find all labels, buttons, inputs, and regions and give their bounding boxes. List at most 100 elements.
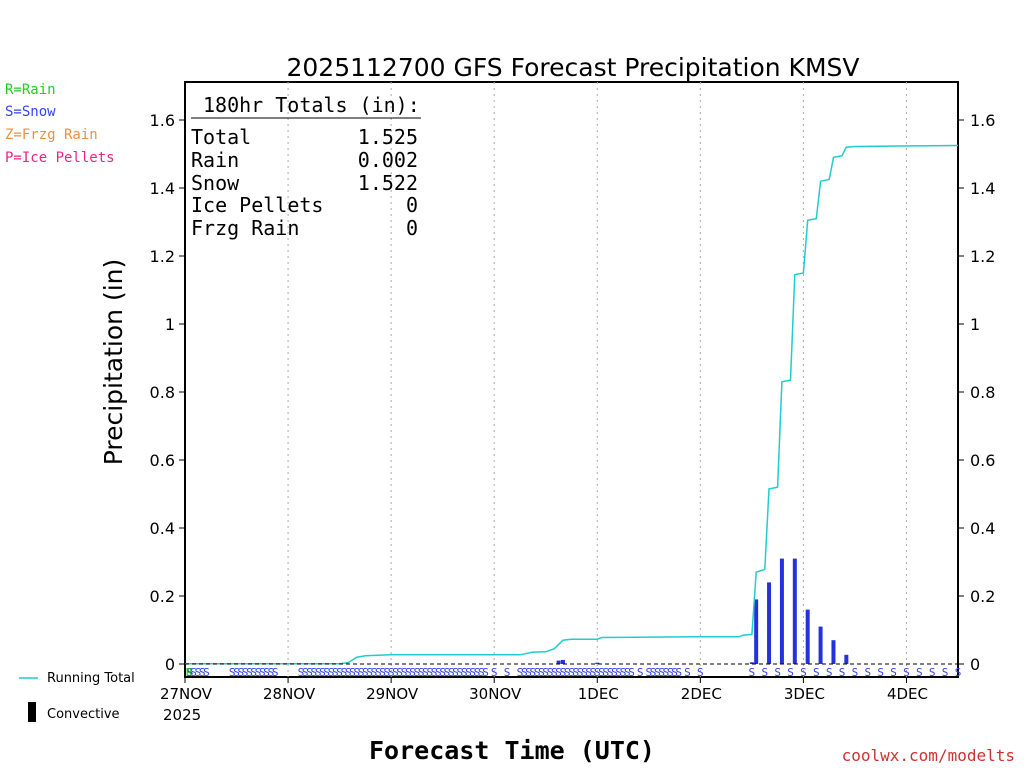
snow-marker: S bbox=[547, 666, 554, 679]
snow-marker: S bbox=[761, 666, 768, 679]
snow-marker: S bbox=[684, 666, 691, 679]
x-tick-label: 30NOV bbox=[469, 685, 522, 703]
snow-marker: S bbox=[839, 666, 846, 679]
snow-marker: S bbox=[272, 666, 279, 679]
snow-bar bbox=[767, 582, 772, 664]
snow-marker: S bbox=[955, 666, 962, 679]
snow-marker: S bbox=[465, 666, 472, 679]
snow-marker: S bbox=[667, 666, 674, 679]
snow-marker: S bbox=[405, 666, 412, 679]
y-tick-label-right: 1.4 bbox=[970, 179, 995, 198]
snow-marker: S bbox=[431, 666, 438, 679]
snow-marker: S bbox=[328, 666, 335, 679]
snow-marker: S bbox=[439, 666, 446, 679]
snow-marker: S bbox=[903, 666, 910, 679]
convective-legend-label: Convective bbox=[47, 707, 120, 722]
snow-marker: S bbox=[409, 666, 416, 679]
snow-marker: S bbox=[203, 666, 210, 679]
y-tick-label-left: 0 bbox=[165, 655, 175, 674]
snow-marker: S bbox=[388, 666, 395, 679]
snow-marker: S bbox=[615, 666, 622, 679]
rain-marker: R bbox=[186, 666, 193, 679]
snow-marker: S bbox=[697, 666, 704, 679]
totals-frzg-rain-label: Frzg Rain bbox=[191, 216, 299, 240]
snow-marker: S bbox=[345, 666, 352, 679]
year-label: 2025 bbox=[163, 706, 201, 724]
snow-marker: S bbox=[538, 666, 545, 679]
snow-marker: S bbox=[323, 666, 330, 679]
snow-marker: S bbox=[650, 666, 657, 679]
totals-header: 180hr Totals (in): bbox=[203, 93, 420, 117]
snow-marker: S bbox=[564, 666, 571, 679]
x-tick-label: 1DEC bbox=[578, 685, 619, 703]
snow-marker: S bbox=[401, 666, 408, 679]
snow-marker: S bbox=[306, 666, 313, 679]
y-tick-label-left: 0.2 bbox=[150, 587, 175, 606]
snow-bar bbox=[818, 626, 823, 664]
snow-bar bbox=[805, 609, 810, 664]
legend-ice-pellets-key: P=Ice Pellets bbox=[5, 150, 115, 166]
snow-marker: S bbox=[392, 666, 399, 679]
snow-marker: S bbox=[594, 666, 601, 679]
snow-marker: S bbox=[577, 666, 584, 679]
snow-marker: S bbox=[555, 666, 562, 679]
y-tick-label-left: 0.6 bbox=[150, 451, 175, 470]
totals-total-label: Total bbox=[191, 125, 251, 149]
snow-marker: S bbox=[525, 666, 532, 679]
plot-frame bbox=[184, 81, 959, 678]
running-total-path bbox=[185, 144, 959, 665]
snow-marker: S bbox=[676, 666, 683, 679]
totals-snow-value: 1.522 bbox=[358, 171, 418, 195]
x-tick-label: 3DEC bbox=[784, 685, 825, 703]
snow-marker: S bbox=[238, 666, 245, 679]
snow-marker: S bbox=[671, 666, 678, 679]
totals-snow-label: Snow bbox=[191, 171, 240, 195]
snow-bar bbox=[779, 558, 784, 664]
snow-bar bbox=[792, 558, 797, 664]
snow-marker: S bbox=[422, 666, 429, 679]
snow-marker: S bbox=[336, 666, 343, 679]
snow-marker: S bbox=[645, 666, 652, 679]
snow-marker: S bbox=[414, 666, 421, 679]
snow-marker: S bbox=[195, 666, 202, 679]
legend-snow-key: S=Snow bbox=[5, 104, 56, 120]
y-tick-label-right: 0.2 bbox=[970, 587, 995, 606]
snow-marker: S bbox=[491, 666, 498, 679]
snow-marker: S bbox=[628, 666, 635, 679]
snow-marker: S bbox=[482, 666, 489, 679]
snow-marker: S bbox=[229, 666, 236, 679]
x-tick-label: 4DEC bbox=[887, 685, 928, 703]
snow-marker: S bbox=[384, 666, 391, 679]
snow-marker: S bbox=[332, 666, 339, 679]
snow-marker: S bbox=[353, 666, 360, 679]
snow-marker: S bbox=[916, 666, 923, 679]
snow-marker: S bbox=[187, 666, 194, 679]
y-tick-label-right: 1 bbox=[970, 315, 980, 334]
snow-marker: S bbox=[448, 666, 455, 679]
running-total-line bbox=[185, 144, 959, 665]
snow-marker: S bbox=[517, 666, 524, 679]
snow-marker: S bbox=[418, 666, 425, 679]
y-axis-ticks: 0 00.2 0.20.4 0.40.6 0.60.8 0.81 11.2 1.21.4 1.4… bbox=[150, 111, 996, 674]
snow-marker: S bbox=[246, 666, 253, 679]
snow-marker: S bbox=[474, 666, 481, 679]
snow-marker: S bbox=[590, 666, 597, 679]
convective-legend-swatch bbox=[28, 702, 36, 722]
snow-marker: S bbox=[457, 666, 464, 679]
snow-bar bbox=[831, 640, 836, 664]
snow-marker: S bbox=[611, 666, 618, 679]
y-tick-label-left: 1.2 bbox=[150, 247, 175, 266]
snow-marker: S bbox=[349, 666, 356, 679]
x-tick-label: 27NOV bbox=[160, 685, 213, 703]
snow-marker: S bbox=[929, 666, 936, 679]
y-tick-label-left: 1.4 bbox=[150, 179, 175, 198]
totals-total-value: 1.525 bbox=[358, 125, 418, 149]
snow-marker: S bbox=[598, 666, 605, 679]
snow-marker: S bbox=[572, 666, 579, 679]
snow-marker: S bbox=[371, 666, 378, 679]
snow-marker: S bbox=[242, 666, 249, 679]
snow-marker: S bbox=[452, 666, 459, 679]
snow-marker: S bbox=[774, 666, 781, 679]
x-tick-label: 29NOV bbox=[366, 685, 419, 703]
